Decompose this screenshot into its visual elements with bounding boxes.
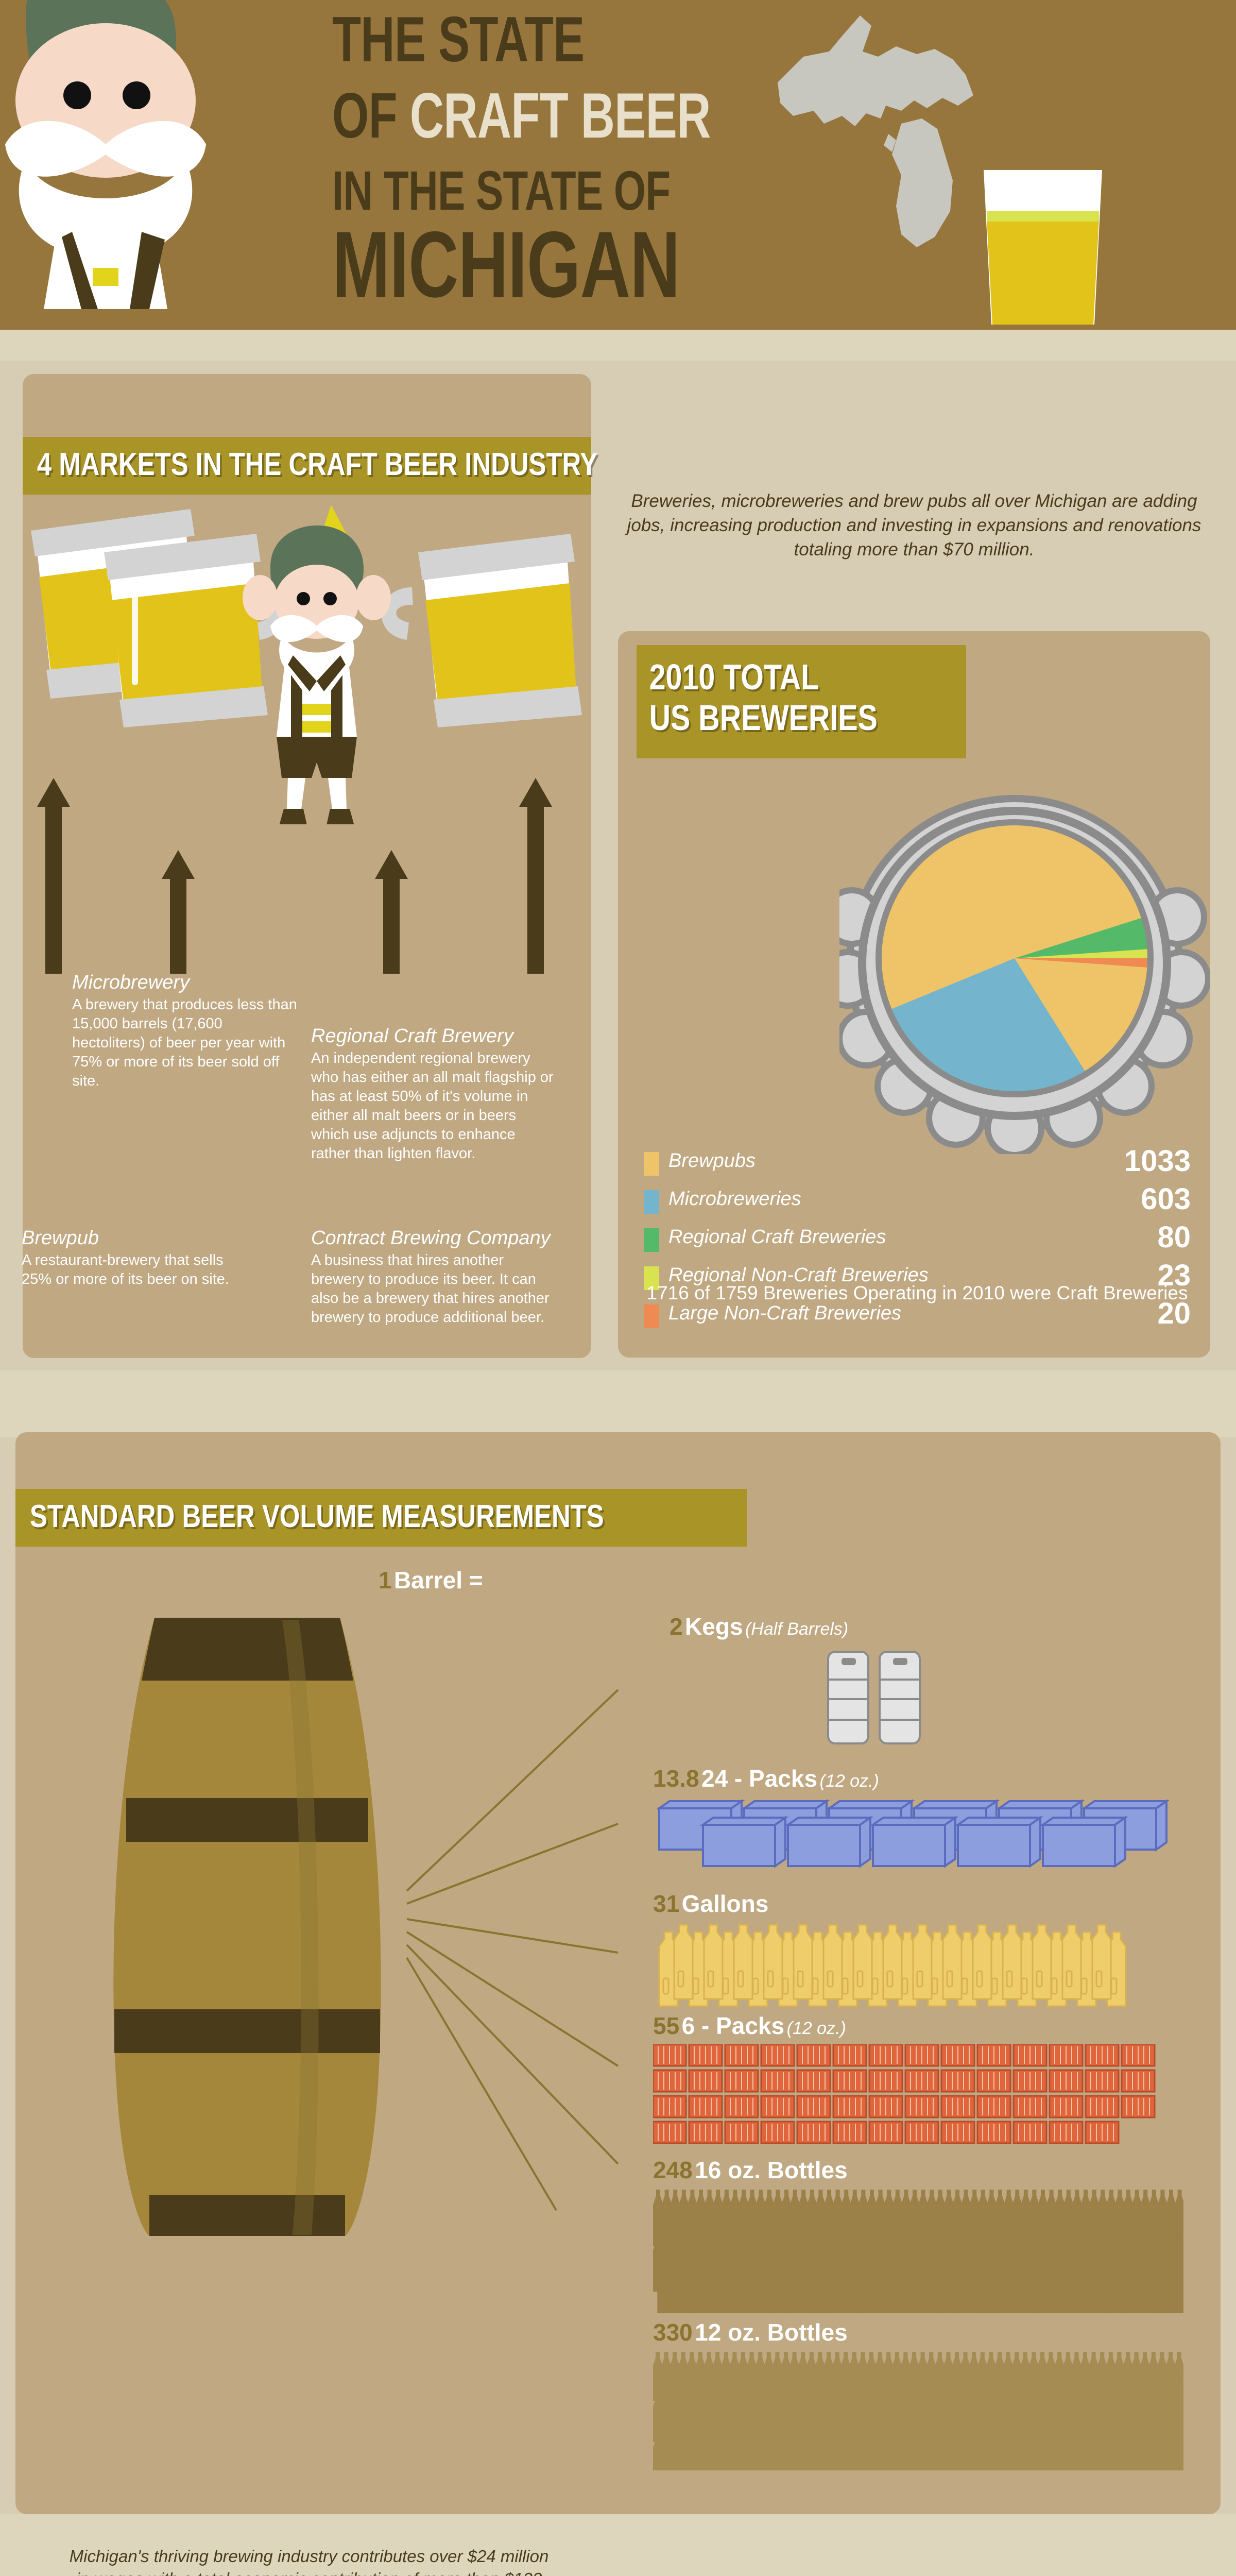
volume-num: 2: [670, 1613, 683, 1640]
legend-row-brewpubs: Brewpubs 1033: [644, 1144, 1191, 1181]
barrel-label-num: 1: [379, 1567, 392, 1594]
volume-unit: 24 - Packs: [701, 1765, 818, 1792]
header-title-block: THE STATE OF CRAFT BEER IN THE STATE OF …: [332, 4, 1012, 317]
market-body: A brewery that produces less than 15,000…: [72, 996, 297, 1090]
intro-note: Breweries, microbreweries and brew pubs …: [627, 491, 1201, 560]
legend-label-large-noncraft: Large Non-Craft Breweries: [668, 1302, 901, 1324]
kegs-icon: [827, 1651, 921, 1744]
legend-row-microbreweries: Microbreweries 603: [644, 1182, 1191, 1219]
volume-unit: 12 oz. Bottles: [695, 2319, 848, 2346]
volume-num: 31: [653, 1890, 680, 1917]
market-body: An independent regional brewery who has …: [311, 1049, 554, 1162]
legend-value-regional-craft: 80: [1157, 1221, 1191, 1254]
market-item-brewpub: Brewpub A restaurant-brewery that sells …: [22, 1228, 248, 1289]
cheers-illustration: [31, 505, 582, 824]
legend-label-regional-noncraft: Regional Non-Craft Breweries: [668, 1264, 929, 1286]
volume-num: 330: [653, 2319, 693, 2346]
volume-unit: Gallons: [681, 1890, 769, 1917]
band-notes: [0, 2514, 1236, 2576]
beer-glass-icon: [984, 170, 1102, 325]
barrel-illustration: [113, 1618, 381, 2236]
band-divider-top: [0, 330, 1236, 361]
legend-value-brewpubs: 1033: [1124, 1144, 1191, 1178]
legend-row-regional-craft: Regional Craft Breweries 80: [644, 1221, 1191, 1257]
barrel-label: 1 Barrel =: [379, 1566, 483, 1594]
market-item-regional-craft-brewery: Regional Craft Brewery An independent re…: [311, 1026, 558, 1164]
volume-ribbon-label: STANDARD BEER VOLUME MEASUREMENTS: [29, 1499, 604, 1534]
legend-swatch-brewpubs: [644, 1152, 659, 1176]
breweries-ribbon-line2: US BREWERIES: [649, 697, 878, 738]
breweries-ribbon-line1: 2010 TOTAL: [649, 657, 819, 697]
market-title: Microbrewery: [72, 972, 190, 993]
pie-footnote: 1716 of 1759 Breweries Operating in 2010…: [646, 1282, 1188, 1303]
volume-num: 248: [653, 2157, 693, 2183]
volume-unit: 16 oz. Bottles: [695, 2157, 848, 2183]
volume-num: 13.8: [653, 1765, 699, 1792]
volume-note-1: Michigan's thriving brewing industry con…: [69, 2547, 549, 2576]
header-line-2: OF CRAFT BEER: [332, 80, 711, 152]
markets-ribbon-label: 4 MARKETS IN THE CRAFT BEER INDUSTRY: [37, 447, 598, 482]
market-body: A restaurant-brewery that sells 25% or m…: [22, 1251, 229, 1287]
legend-swatch-large-noncraft: [644, 1304, 659, 1328]
barrel-label-unit: Barrel =: [394, 1567, 483, 1594]
market-arrows: [37, 778, 552, 974]
bottles-12oz-icon: [653, 2352, 1183, 2470]
volume-unit: Kegs: [685, 1613, 743, 1640]
volume-num: 55: [653, 2012, 680, 2039]
market-title: Contract Brewing Company: [311, 1227, 551, 1249]
gallon-jugs-icon: [658, 1924, 1127, 2007]
header-line-1: THE STATE: [332, 4, 585, 75]
header-line-3: IN THE STATE OF: [332, 159, 671, 222]
legend-row-regional-noncraft: Regional Non-Craft Breweries 23: [644, 1259, 1191, 1295]
six-packs-icon: [653, 2044, 1156, 2144]
market-body: A business that hires another brewery to…: [311, 1251, 550, 1326]
markets-ribbon: 4 MARKETS IN THE CRAFT BEER INDUSTRY: [23, 437, 598, 495]
volume-paren: (12 oz.): [786, 2019, 846, 2038]
legend-label-brewpubs: Brewpubs: [668, 1150, 756, 1172]
leader-lines: [406, 1689, 619, 2211]
market-item-contract-brewing-company: Contract Brewing Company A business that…: [311, 1228, 558, 1327]
header-banner: THE STATE OF CRAFT BEER IN THE STATE OF …: [0, 0, 1236, 330]
market-title: Regional Craft Brewery: [311, 1025, 513, 1047]
bottles-16oz-icon: [653, 2190, 1183, 2313]
gnome-illustration: [5, 0, 206, 309]
header-line-4: MICHIGAN: [332, 211, 680, 317]
volume-row-label-6packs: 55 6 - Packs (12 oz.): [653, 2012, 846, 2040]
legend-label-regional-craft: Regional Craft Breweries: [668, 1226, 886, 1248]
pie-legend: Brewpubs 1033 Microbreweries 603 Regiona…: [644, 1144, 1191, 1333]
legend-row-large-noncraft: Large Non-Craft Breweries 20: [644, 1297, 1191, 1333]
volume-row-label-kegs: 2 Kegs (Half Barrels): [670, 1613, 848, 1640]
volume-paren: (Half Barrels): [745, 1619, 849, 1639]
legend-value-large-noncraft: 20: [1157, 1297, 1191, 1330]
volume-paren: (12 oz.): [819, 1771, 879, 1791]
market-item-microbrewery: Microbrewery A brewery that produces les…: [72, 972, 299, 1091]
volume-ribbon: STANDARD BEER VOLUME MEASUREMENTS: [15, 1489, 747, 1547]
band-divider-mid: [0, 1370, 1236, 1437]
legend-value-regional-noncraft: 23: [1157, 1259, 1191, 1292]
legend-value-microbreweries: 603: [1141, 1182, 1191, 1216]
case-packs-icon: [656, 1799, 1169, 1868]
us-breweries-pie-chart: [839, 795, 1210, 1154]
pie-slices: [876, 819, 1154, 1097]
legend-swatch-microbreweries: [644, 1190, 659, 1214]
volume-unit: 6 - Packs: [681, 2012, 785, 2039]
legend-swatch-regional-noncraft: [644, 1266, 659, 1290]
breweries-ribbon: 2010 TOTAL US BREWERIES: [637, 645, 966, 758]
volume-row-label-16oz: 248 16 oz. Bottles: [653, 2156, 848, 2184]
legend-label-microbreweries: Microbreweries: [668, 1188, 801, 1210]
volume-row-label-24packs: 13.8 24 - Packs (12 oz.): [653, 1765, 879, 1792]
volume-row-label-12oz: 330 12 oz. Bottles: [653, 2318, 848, 2346]
market-title: Brewpub: [22, 1227, 99, 1249]
michigan-map-icon: [778, 15, 973, 247]
volume-row-label-gallons: 31 Gallons: [653, 1890, 768, 1918]
legend-swatch-regional-craft: [644, 1228, 659, 1252]
